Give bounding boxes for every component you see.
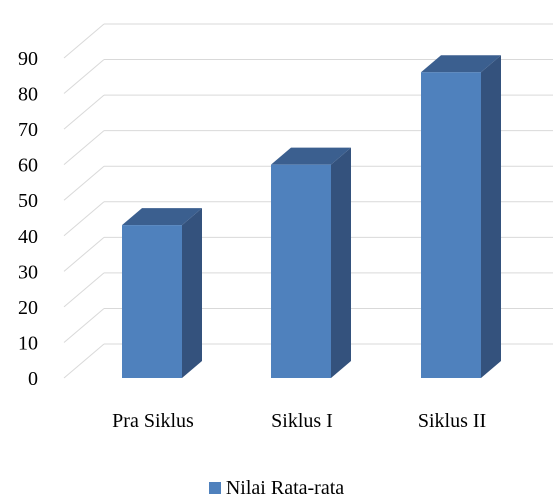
bar <box>421 55 501 378</box>
bar <box>122 208 202 378</box>
y-tick-label: 60 <box>18 155 38 177</box>
y-tick-label: 30 <box>18 261 38 283</box>
y-axis-ticks: 0 10 20 30 40 50 60 70 80 90 <box>18 48 38 390</box>
bar-front <box>271 164 331 378</box>
y-tick-label: 10 <box>18 332 38 354</box>
bar-side <box>182 208 202 378</box>
bar-side <box>331 147 351 378</box>
gridline-diagonal <box>63 308 105 343</box>
x-tick-label: Siklus I <box>271 410 333 432</box>
bar-top <box>122 208 202 226</box>
legend-label: Nilai Rata-rata <box>225 476 345 499</box>
y-tick-label: 80 <box>18 84 38 106</box>
gridline-diagonal <box>63 272 105 308</box>
y-tick-label: 90 <box>18 48 38 70</box>
gridline-diagonal <box>63 236 105 272</box>
y-tick-label: 40 <box>18 226 38 248</box>
x-axis-ticks: Pra Siklus Siklus I Siklus II <box>112 410 486 432</box>
y-tick-label: 70 <box>18 119 38 141</box>
bar-top <box>271 147 351 165</box>
gridline-diagonal <box>63 165 105 201</box>
gridline-diagonal <box>63 59 105 94</box>
bar-side <box>481 55 501 378</box>
gridline-diagonal <box>63 201 105 237</box>
legend: Nilai Rata-rata <box>0 476 553 499</box>
gridline-diagonal <box>63 23 105 59</box>
y-tick-label: 20 <box>18 297 38 319</box>
gridline-diagonal <box>63 94 105 130</box>
y-tick-label: 50 <box>18 190 38 212</box>
x-tick-label: Siklus II <box>418 410 486 432</box>
x-tick-label: Pra Siklus <box>112 410 194 432</box>
legend-swatch <box>208 482 221 494</box>
bar <box>271 147 351 378</box>
gridline-diagonal <box>63 343 105 379</box>
gridline-diagonal <box>63 130 105 166</box>
bar-front <box>421 72 481 378</box>
bars <box>122 55 501 378</box>
y-tick-label: 0 <box>28 368 38 390</box>
bar-front <box>122 225 182 378</box>
bar-top <box>421 55 501 73</box>
